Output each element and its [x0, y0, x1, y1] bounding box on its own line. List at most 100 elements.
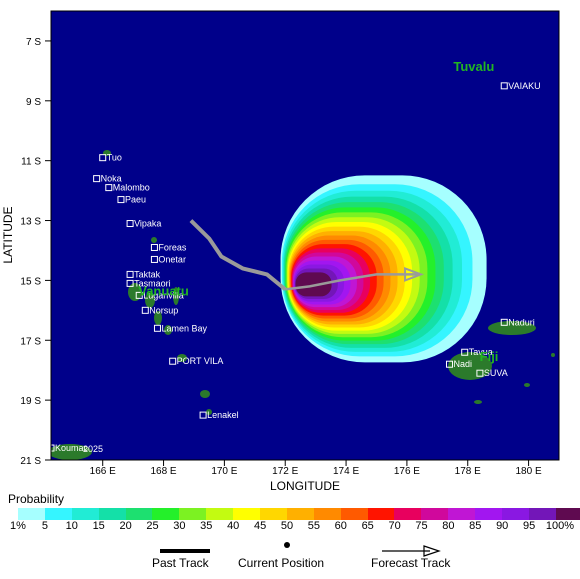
colorbar-segment	[152, 508, 180, 520]
axis-ticks: 166 E 168 E 170 E 172 E 174 E 176 E 178 E 180 E…	[20, 37, 542, 477]
colorbar-label: 15	[92, 520, 105, 532]
colorbar-label: 1%	[10, 520, 26, 532]
place-label: Taktak	[134, 269, 161, 279]
y-axis-title: LATITUDE	[1, 206, 15, 263]
colorbar-label: 95	[522, 520, 536, 532]
y-tick-label: 17 S	[20, 336, 41, 347]
colorbar-label: 65	[361, 520, 374, 532]
place-marker	[500, 82, 508, 90]
place-label: Lamen Bay	[161, 323, 207, 333]
place-label: Koumac	[55, 443, 89, 453]
colorbar-segment	[367, 508, 395, 520]
colorbar-segment	[421, 508, 449, 520]
colorbar-segment	[44, 508, 72, 520]
place-marker	[199, 411, 207, 419]
colorbar-label: 80	[442, 520, 455, 532]
current-position-legend-dot	[284, 542, 290, 548]
colorbar-label: 5	[41, 520, 48, 532]
place-label: SUVA	[484, 368, 508, 378]
colorbar-segment	[448, 508, 476, 520]
x-tick-label: 166 E	[90, 466, 116, 477]
colorbar-segment	[98, 508, 126, 520]
place-marker	[99, 154, 107, 162]
colorbar-label: 20	[119, 520, 132, 532]
y-tick-label: 11 S	[21, 157, 41, 168]
colorbar-label: 30	[173, 520, 186, 532]
colorbar-label: 10	[65, 520, 78, 532]
colorbar-segment	[475, 508, 503, 520]
colorbar-label: 45	[253, 520, 267, 532]
colorbar-label: 50	[280, 520, 294, 532]
past-track-legend-label: Past Track	[152, 556, 209, 570]
colorbar-segment	[555, 508, 580, 520]
place-label: Malombo	[113, 183, 150, 193]
place-marker	[153, 324, 161, 332]
colorbar-label: 35	[200, 520, 213, 532]
place-marker	[117, 196, 125, 204]
colorbar-labels: 1% 5 10 15 20 25 30 35 40 45 50 55 60 65 70 75 80 85 90 95 1…	[0, 520, 580, 534]
place-marker	[476, 369, 484, 377]
colorbar-segment	[18, 508, 45, 520]
place-marker	[126, 220, 134, 228]
place-marker	[169, 357, 177, 365]
forecast-track-line	[285, 273, 420, 291]
place-marker	[500, 318, 508, 326]
land-masses	[51, 150, 555, 460]
place-label: Tuo	[107, 153, 122, 163]
colorbar-segment	[502, 508, 529, 520]
place-marker	[126, 279, 134, 287]
place-label: Luganvilla	[143, 290, 184, 300]
place-label: PORT VILA	[177, 356, 224, 366]
place-marker	[93, 175, 101, 183]
colorbar-segment	[394, 508, 422, 520]
legend-title: Probability	[8, 492, 65, 506]
place-label: Vipaka	[134, 219, 161, 229]
colorbar-label: 55	[307, 520, 321, 532]
forecast-track-legend-label: Forecast Track	[371, 556, 451, 570]
place-label: Noka	[101, 174, 122, 184]
place-label: Naduri	[508, 317, 535, 327]
colorbar-segment	[286, 508, 314, 520]
colorbar-label: 25	[146, 520, 159, 532]
colorbar-segment	[71, 508, 99, 520]
colorbar-segment	[260, 508, 287, 520]
place-label: Tavua	[469, 347, 493, 357]
country-label: Vanuatu	[138, 283, 189, 298]
place-marker	[141, 306, 149, 314]
colorbar-label: 40	[227, 520, 240, 532]
probability-colorbar	[18, 508, 580, 520]
y-tick-label: 15 S	[20, 276, 41, 287]
x-tick-label: 168 E	[150, 466, 176, 477]
y-tick-label: 13 S	[20, 217, 41, 228]
y-tick-label: 7 S	[26, 37, 41, 48]
x-tick-label: 176 E	[394, 466, 420, 477]
x-tick-label: 170 E	[211, 466, 237, 477]
x-tick-label: 174 E	[333, 466, 359, 477]
place-label: VAIAKU	[508, 81, 540, 91]
colorbar-segment	[528, 508, 556, 520]
colorbar-label: 100%	[545, 520, 575, 532]
plot-frame	[50, 10, 560, 461]
colorbar-segment	[313, 508, 341, 520]
y-tick-label: 19 S	[20, 396, 41, 407]
place-marker	[150, 243, 158, 251]
place-marker	[126, 270, 134, 278]
colorbar-segment	[179, 508, 207, 520]
colorbar-segment	[206, 508, 234, 520]
place-marker	[150, 255, 158, 263]
colorbar-segment	[125, 508, 153, 520]
probability-swath	[280, 175, 487, 363]
place-marker	[105, 184, 113, 192]
colorbar-label: 70	[388, 520, 401, 532]
colorbar-label: 75	[415, 520, 428, 532]
place-label: Lenakel	[207, 410, 239, 420]
colorbar-segment	[340, 508, 368, 520]
place-marker	[461, 348, 469, 356]
y-tick-label: 21 S	[20, 456, 41, 467]
y-tick-label: 9 S	[26, 97, 41, 108]
place-label: Onetar	[158, 254, 186, 264]
place-label: Tasmaori	[134, 278, 171, 288]
colorbar-label: 60	[334, 520, 347, 532]
x-tick-label: 172 E	[272, 466, 298, 477]
place-marker	[135, 291, 143, 299]
